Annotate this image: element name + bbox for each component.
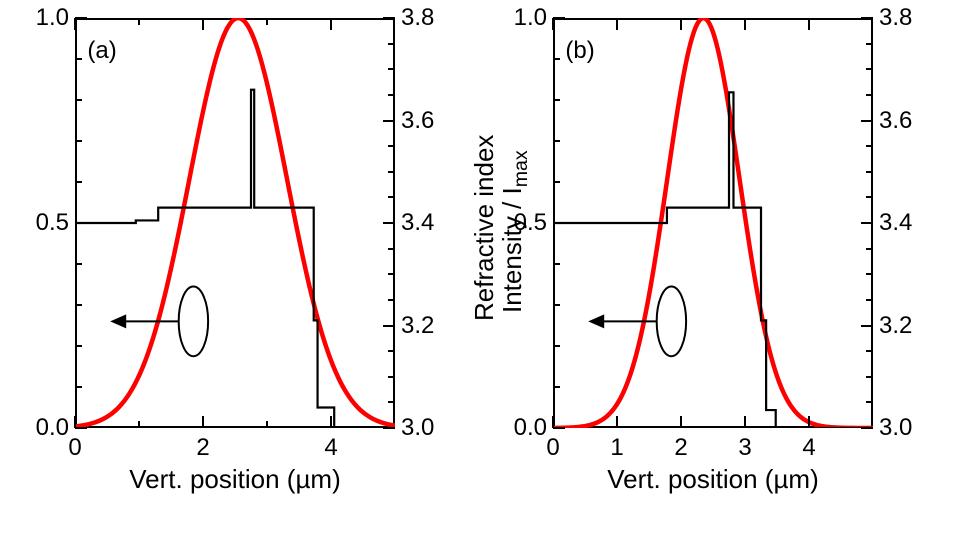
figure-root: 0240.00.51.03.03.23.43.63.8Vert. positio… <box>0 0 960 540</box>
y-left-tick-label: 0.0 <box>507 414 547 442</box>
y-right-tick-label: 3.8 <box>879 4 912 32</box>
refractive-index-curve <box>553 92 873 428</box>
y-right-tick-label: 3.4 <box>879 209 912 237</box>
y-left-tick-label: 1.0 <box>507 4 547 32</box>
x-tick-label: 2 <box>666 434 696 462</box>
x-axis-label: Vert. position (µm) <box>603 464 823 495</box>
x-tick-label: 1 <box>602 434 632 462</box>
y-left-label-sub: max <box>510 150 532 187</box>
annotation-ellipse <box>657 287 686 357</box>
y-right-tick-label: 3.2 <box>879 312 912 340</box>
y-left-label-text: Intensity / I <box>497 187 527 313</box>
y-right-axis-label: Refractive index <box>469 135 500 321</box>
panel-tag: (b) <box>565 37 594 65</box>
y-right-tick-label: 3.6 <box>879 107 912 135</box>
y-right-tick-label: 3.0 <box>879 414 912 442</box>
x-tick-label: 3 <box>730 434 760 462</box>
x-tick-label: 4 <box>794 434 824 462</box>
y-left-axis-label: Intensity / Imax <box>497 150 533 313</box>
annotation-arrow-head <box>588 314 604 328</box>
